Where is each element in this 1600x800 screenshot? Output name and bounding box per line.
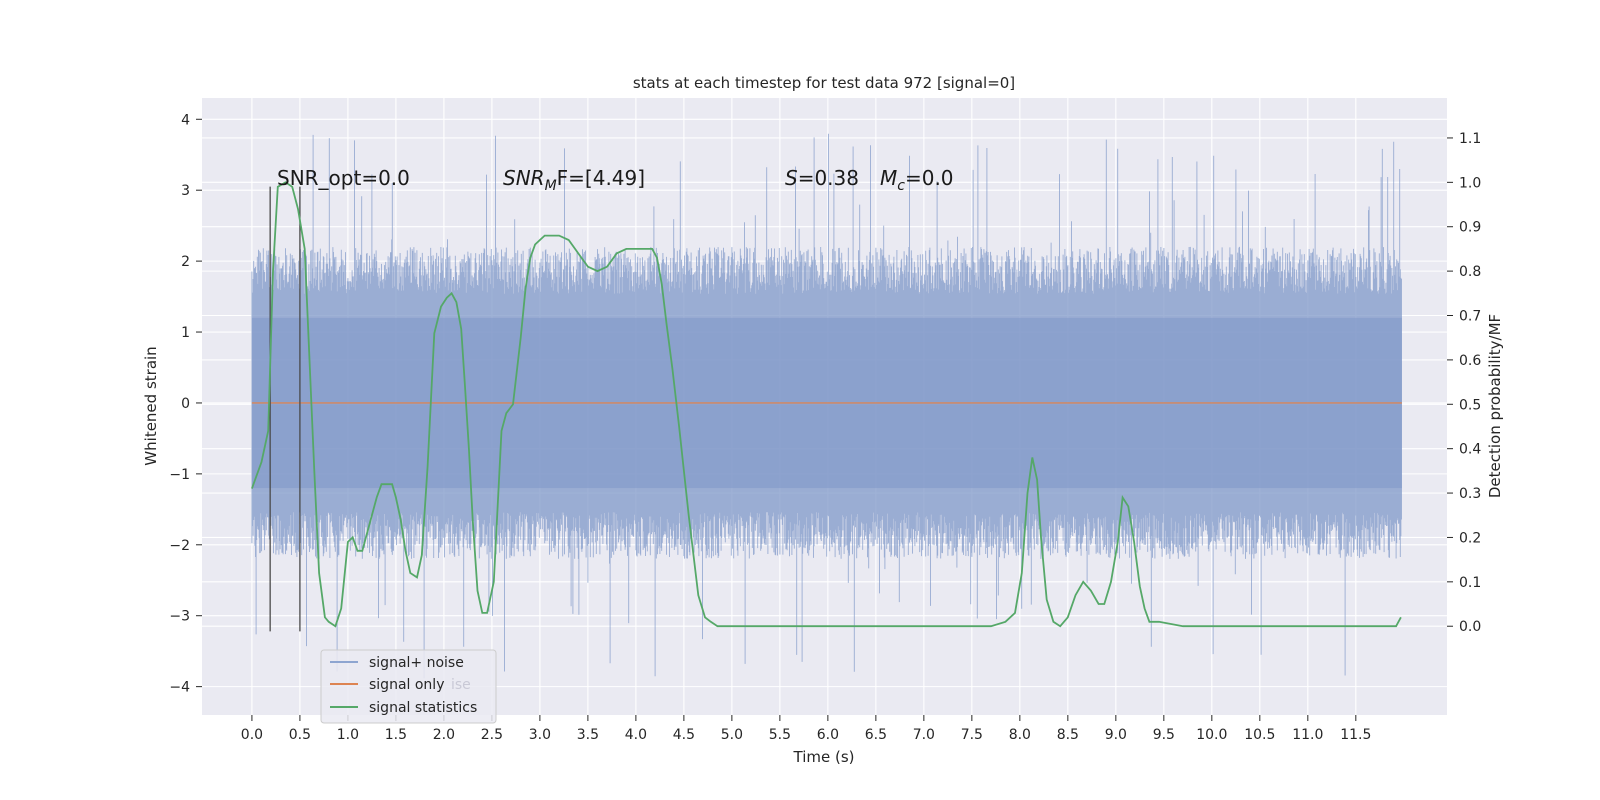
y-right-tick-label-7: 0.4 (1459, 442, 1481, 458)
x-tick-label-18: 9.0 (1105, 727, 1127, 743)
y-left-axis-label: Whitened strain (142, 346, 160, 465)
x-tick-label-1: 0.5 (289, 727, 311, 743)
y-left-ticks: 4 3 2 1 0 −1 −2 −3 −4 (169, 112, 202, 696)
y-right-axis-label: Detection probability/MF (1486, 314, 1504, 498)
s-value: =0.38 (798, 166, 859, 190)
snr-mf-prefix: SNR (503, 166, 545, 190)
y-right-ticks: 1.1 1.0 0.9 0.8 0.7 0.6 0.5 0.4 0.3 0.2 0.1 0.0 (1447, 131, 1481, 635)
y-right-tick-label-8: 0.3 (1459, 486, 1481, 502)
x-tick-label-9: 4.5 (673, 727, 695, 743)
x-tick-label-20: 10.0 (1196, 727, 1227, 743)
legend-ghost-text: ise (451, 677, 471, 693)
y-right-tick-label-4: 0.7 (1459, 309, 1481, 325)
x-tick-label-0: 0.0 (241, 727, 263, 743)
legend-label-signal-only: signal only (369, 677, 444, 693)
x-tick-label-11: 5.5 (769, 727, 791, 743)
x-tick-label-13: 6.5 (865, 727, 887, 743)
snr-mf-annotation: SNRMF=[4.49] (503, 166, 645, 194)
x-tick-label-22: 11.0 (1292, 727, 1323, 743)
y-right-tick-label-9: 0.2 (1459, 530, 1481, 546)
x-tick-label-19: 9.5 (1153, 727, 1175, 743)
y-left-tick-label-8: −4 (169, 680, 190, 696)
s-annotation: S=0.38 (785, 166, 859, 190)
y-right-tick-label-3: 0.8 (1459, 264, 1481, 280)
x-tick-label-6: 3.0 (529, 727, 551, 743)
y-left-tick-label-1: 3 (181, 183, 190, 199)
x-tick-label-21: 10.5 (1244, 727, 1275, 743)
mc-symbol: M (880, 166, 897, 190)
x-tick-label-10: 5.0 (721, 727, 743, 743)
y-left-tick-label-0: 4 (181, 112, 190, 128)
snr-mf-subscript: M (545, 178, 557, 194)
mc-subscript: c (897, 178, 905, 194)
y-right-tick-label-1: 1.0 (1459, 175, 1481, 191)
legend-label-signal-statistics: signal statistics (369, 700, 477, 716)
x-tick-label-3: 1.5 (385, 727, 407, 743)
y-right-tick-label-0: 1.1 (1459, 131, 1481, 147)
signal-statistics-line (251, 181, 1402, 628)
y-left-tick-label-2: 2 (181, 254, 190, 270)
x-tick-label-14: 7.0 (913, 727, 935, 743)
y-right-tick-label-6: 0.5 (1459, 397, 1481, 413)
x-ticks: 0.0 0.5 1.0 1.5 2.0 2.5 3.0 3.5 4.0 4.5 5.0 5.5 6.0 6… (241, 715, 1371, 743)
x-tick-label-15: 7.5 (961, 727, 983, 743)
mc-value: =0.0 (905, 166, 954, 190)
x-tick-label-23: 11.5 (1340, 727, 1371, 743)
x-axis-label: Time (s) (793, 748, 855, 766)
y-right-tick-label-11: 0.0 (1459, 619, 1481, 635)
y-left-tick-label-5: −1 (169, 467, 190, 483)
snr-mf-suffix-italic: F=[4.49] (557, 166, 645, 190)
mc-annotation: Mc=0.0 (880, 166, 954, 194)
x-tick-label-2: 1.0 (337, 727, 359, 743)
x-tick-label-4: 2.0 (433, 727, 455, 743)
legend: signal+ noise ise signal only signal sta… (320, 649, 497, 724)
x-tick-label-12: 6.0 (817, 727, 839, 743)
x-tick-label-16: 8.0 (1009, 727, 1031, 743)
s-symbol: S (785, 166, 798, 190)
x-tick-label-8: 4.0 (625, 727, 647, 743)
stats-line-group (251, 181, 1402, 628)
x-tick-label-5: 2.5 (481, 727, 503, 743)
y-left-tick-label-6: −2 (169, 538, 190, 554)
legend-label-signal-noise: signal+ noise (369, 655, 464, 671)
y-right-tick-label-5: 0.6 (1459, 353, 1481, 369)
y-left-tick-label-7: −3 (169, 609, 190, 625)
y-right-tick-label-2: 0.9 (1459, 220, 1481, 236)
x-tick-label-7: 3.5 (577, 727, 599, 743)
y-left-tick-label-4: 0 (181, 396, 190, 412)
snr-opt-annotation: SNR_opt=0.0 (277, 166, 410, 190)
y-left-tick-label-3: 1 (181, 325, 190, 341)
legend-box (320, 649, 497, 724)
x-tick-label-17: 8.5 (1057, 727, 1079, 743)
y-right-tick-label-10: 0.1 (1459, 575, 1481, 591)
chart-title: stats at each timestep for test data 972… (633, 74, 1015, 92)
marker-lines (269, 186, 301, 632)
